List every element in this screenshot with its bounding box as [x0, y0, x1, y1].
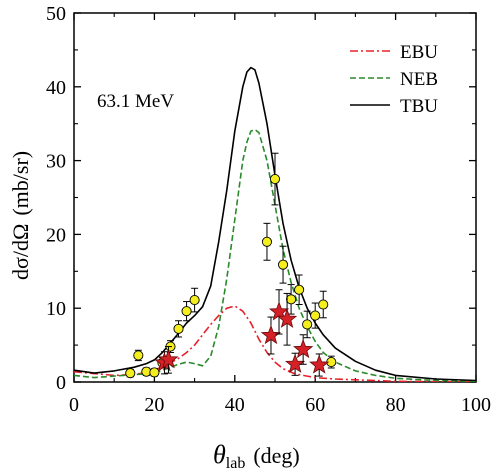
legend: EBU NEB TBU: [350, 42, 438, 117]
x-axis-title: θlab (deg): [213, 440, 300, 472]
x-tick-label: 0: [69, 394, 79, 416]
y-axis-quantity: dσ/dΩ: [8, 224, 33, 280]
data-point-circle: [150, 368, 159, 377]
x-tick-label: 40: [225, 394, 245, 416]
y-axis-title: dσ/dΩ (mb/sr): [8, 151, 33, 280]
data-point-circle: [174, 324, 183, 333]
x-tick-label: 100: [461, 394, 491, 416]
data-point-circle: [286, 295, 295, 304]
data-point-circle: [295, 285, 304, 294]
y-tick-label: 50: [46, 3, 66, 25]
data-point-circle: [134, 351, 143, 360]
legend-label-neb: NEB: [400, 69, 438, 90]
x-axis-unit: (deg): [253, 443, 299, 468]
data-point-circle: [126, 369, 135, 378]
data-point-circle: [319, 300, 328, 309]
data-point-circle: [190, 295, 199, 304]
data-point-circle: [303, 320, 312, 329]
data-point-circle: [262, 237, 271, 246]
y-tick-label: 20: [46, 224, 66, 246]
x-axis-symbol: θ: [213, 440, 226, 469]
legend-label-tbu: TBU: [400, 96, 438, 117]
points-layer: [126, 153, 336, 378]
y-tick-label: 30: [46, 151, 66, 173]
y-tick-label: 10: [46, 298, 66, 320]
annotation-energy: 63.1 MeV: [97, 91, 174, 112]
data-point-circle: [182, 307, 191, 316]
data-point-circle: [270, 174, 279, 183]
data-point-circle: [311, 311, 320, 320]
y-tick-label: 40: [46, 77, 66, 99]
x-tick-label: 20: [144, 394, 164, 416]
x-axis-subscript: lab: [226, 455, 246, 472]
x-tick-label: 60: [305, 394, 325, 416]
data-point-circle: [278, 260, 287, 269]
y-axis-unit: (mb/sr): [8, 151, 33, 216]
x-tick-label: 80: [386, 394, 406, 416]
y-tick-label: 0: [56, 372, 66, 394]
legend-label-ebu: EBU: [400, 42, 438, 63]
